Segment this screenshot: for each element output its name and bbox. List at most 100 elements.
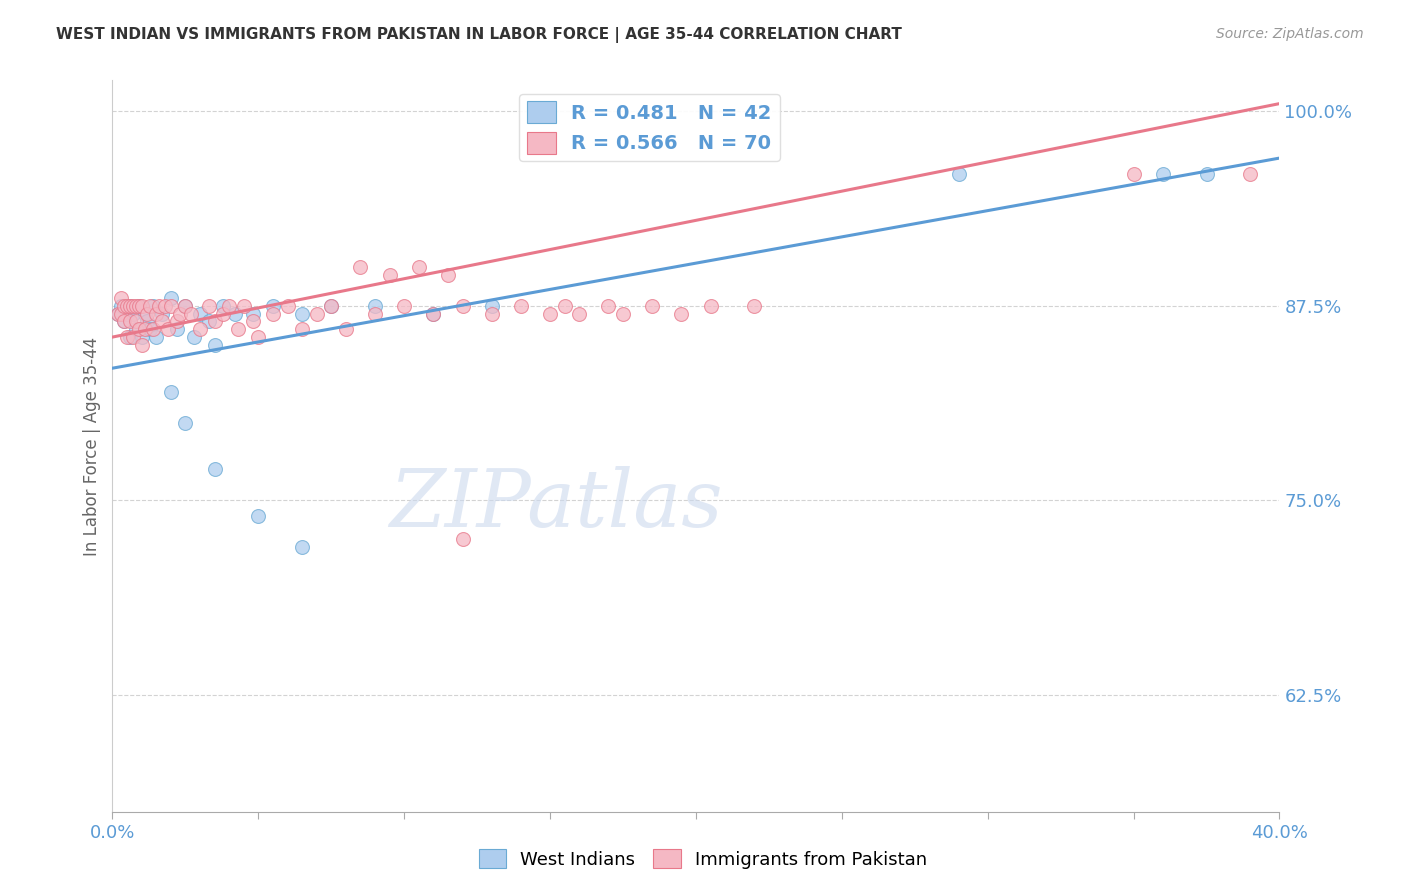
Point: [125, 322, 148, 336]
Point: [139, 322, 162, 336]
Point: [224, 307, 246, 321]
Text: Source: ZipAtlas.com: Source: ZipAtlas.com: [1216, 27, 1364, 41]
Point: [118, 314, 141, 328]
Point: [115, 307, 138, 321]
Point: [156, 322, 179, 336]
Point: [122, 307, 145, 321]
Point: [481, 307, 503, 321]
Point: [150, 307, 173, 321]
Point: [118, 299, 141, 313]
Point: [160, 299, 183, 313]
Point: [128, 299, 150, 313]
Point: [125, 314, 148, 328]
Point: [451, 299, 474, 313]
Point: [180, 307, 202, 321]
Point: [125, 299, 148, 313]
Point: [291, 540, 314, 554]
Point: [188, 322, 211, 336]
Point: [948, 167, 970, 181]
Point: [408, 260, 430, 274]
Point: [122, 299, 145, 313]
Point: [112, 299, 135, 313]
Point: [1195, 167, 1218, 181]
Point: [742, 299, 765, 313]
Point: [174, 299, 197, 313]
Point: [212, 299, 235, 313]
Point: [112, 314, 135, 328]
Point: [183, 330, 205, 344]
Point: [160, 384, 183, 399]
Point: [276, 299, 298, 313]
Text: WEST INDIAN VS IMMIGRANTS FROM PAKISTAN IN LABOR FORCE | AGE 35-44 CORRELATION C: WEST INDIAN VS IMMIGRANTS FROM PAKISTAN …: [56, 27, 903, 43]
Point: [118, 299, 141, 313]
Point: [134, 307, 156, 321]
Legend: R = 0.481   N = 42, R = 0.566   N = 70: R = 0.481 N = 42, R = 0.566 N = 70: [519, 94, 780, 161]
Point: [554, 299, 576, 313]
Point: [136, 314, 159, 328]
Point: [112, 314, 135, 328]
Point: [148, 299, 170, 313]
Point: [671, 307, 693, 321]
Point: [166, 322, 188, 336]
Point: [110, 307, 132, 321]
Legend: West Indians, Immigrants from Pakistan: West Indians, Immigrants from Pakistan: [471, 841, 935, 876]
Point: [197, 299, 219, 313]
Point: [262, 299, 284, 313]
Point: [128, 322, 150, 336]
Point: [1122, 167, 1144, 181]
Point: [509, 299, 531, 313]
Text: ZIPatlas: ZIPatlas: [389, 466, 723, 543]
Point: [481, 299, 503, 313]
Point: [204, 314, 226, 328]
Point: [568, 307, 591, 321]
Point: [136, 307, 159, 321]
Point: [204, 338, 226, 352]
Point: [1152, 167, 1174, 181]
Point: [160, 291, 183, 305]
Point: [174, 299, 197, 313]
Point: [242, 314, 264, 328]
Point: [142, 299, 165, 313]
Point: [139, 299, 162, 313]
Point: [169, 307, 191, 321]
Point: [115, 330, 138, 344]
Point: [641, 299, 664, 313]
Point: [305, 307, 328, 321]
Point: [188, 307, 211, 321]
Point: [145, 330, 167, 344]
Point: [212, 307, 235, 321]
Point: [378, 268, 401, 282]
Point: [538, 307, 561, 321]
Point: [291, 307, 314, 321]
Point: [612, 307, 634, 321]
Point: [247, 509, 270, 524]
Point: [110, 299, 132, 313]
Point: [145, 307, 167, 321]
Point: [349, 260, 371, 274]
Point: [128, 299, 150, 313]
Point: [174, 416, 197, 430]
Point: [598, 299, 620, 313]
Point: [226, 322, 249, 336]
Point: [291, 322, 314, 336]
Point: [107, 307, 129, 321]
Point: [1239, 167, 1261, 181]
Point: [451, 533, 474, 547]
Point: [142, 322, 165, 336]
Point: [364, 307, 387, 321]
Point: [110, 291, 132, 305]
Point: [262, 307, 284, 321]
Point: [242, 307, 264, 321]
Point: [131, 330, 153, 344]
Point: [131, 338, 153, 352]
Point: [197, 314, 219, 328]
Point: [204, 462, 226, 476]
Point: [118, 330, 141, 344]
Point: [107, 307, 129, 321]
Point: [232, 299, 254, 313]
Point: [321, 299, 343, 313]
Point: [153, 299, 176, 313]
Point: [699, 299, 721, 313]
Point: [321, 299, 343, 313]
Point: [218, 299, 240, 313]
